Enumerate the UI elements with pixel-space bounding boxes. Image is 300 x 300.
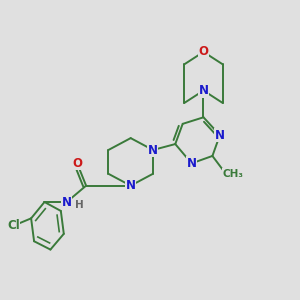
Text: N: N bbox=[199, 84, 208, 97]
Text: N: N bbox=[148, 143, 158, 157]
Text: Cl: Cl bbox=[7, 219, 20, 232]
Text: N: N bbox=[62, 196, 72, 208]
Text: N: N bbox=[126, 179, 136, 192]
Text: CH₃: CH₃ bbox=[223, 169, 244, 179]
Text: O: O bbox=[72, 157, 82, 170]
Text: N: N bbox=[187, 157, 196, 170]
Text: O: O bbox=[199, 45, 208, 58]
Text: H: H bbox=[75, 200, 84, 210]
Text: N: N bbox=[215, 129, 225, 142]
